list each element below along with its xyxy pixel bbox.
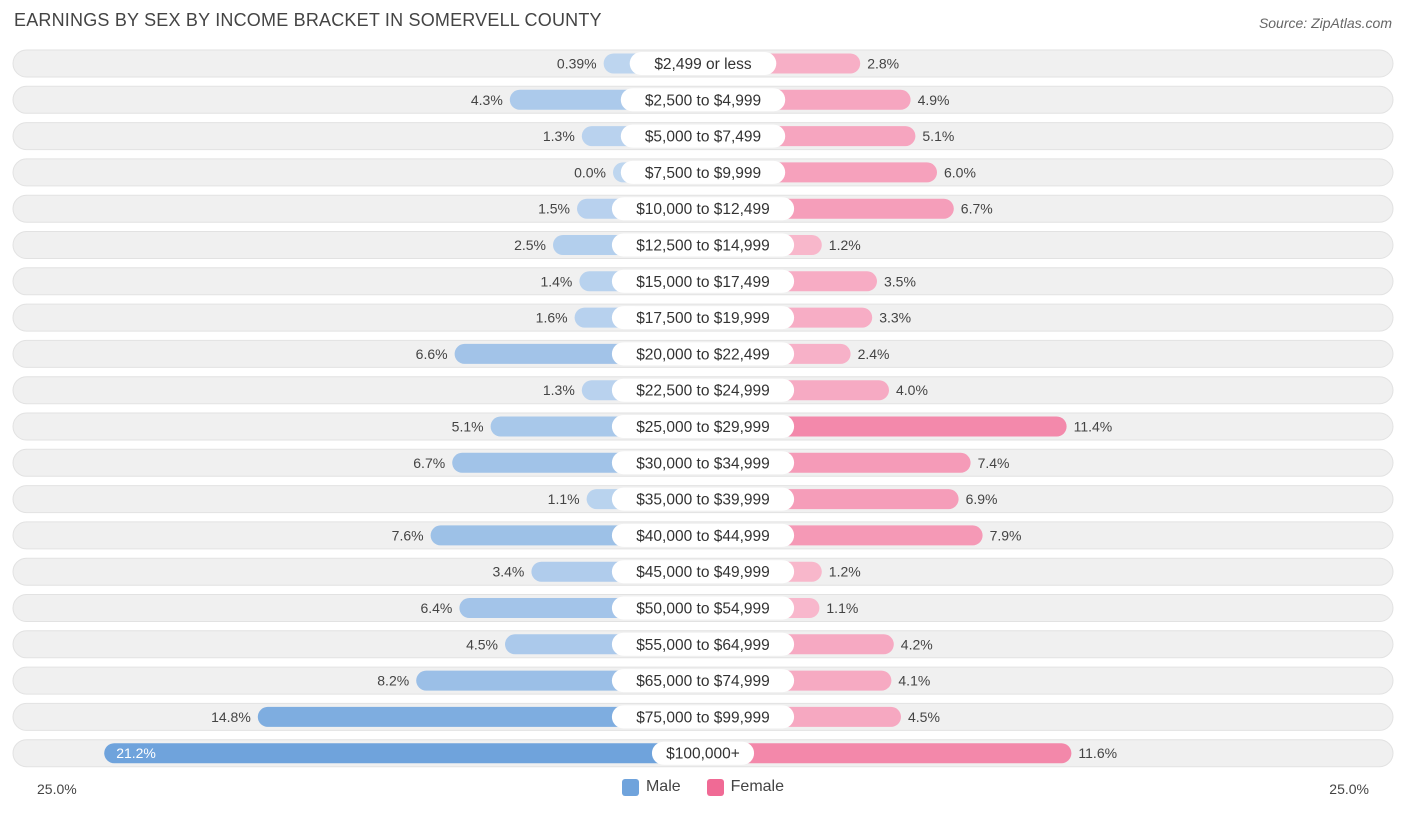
category-pill: [611, 596, 795, 620]
category-pill: [611, 342, 795, 366]
category-label: $12,500 to $14,999: [636, 238, 770, 255]
legend-swatch-male: [621, 778, 639, 796]
category-label: $5,000 to $7,499: [645, 129, 761, 146]
female-value-label: 4.9%: [918, 92, 950, 108]
female-value-label: 3.5%: [884, 273, 916, 289]
category-label: $7,500 to $9,999: [645, 165, 761, 182]
male-value-label: 3.4%: [492, 564, 524, 580]
category-label: $75,000 to $99,999: [636, 709, 770, 726]
female-value-label: 11.4%: [1074, 419, 1113, 435]
female-value-label: 6.7%: [961, 201, 993, 217]
category-label: $65,000 to $74,999: [636, 673, 770, 690]
male-value-label: 1.5%: [538, 201, 570, 217]
category-pill: [611, 197, 795, 221]
female-value-label: 3.3%: [879, 310, 911, 326]
category-label: $35,000 to $39,999: [636, 492, 770, 509]
female-value-label: 4.5%: [908, 709, 940, 725]
category-pill: [611, 306, 795, 330]
category-label: $45,000 to $49,999: [636, 564, 770, 581]
female-value-label: 1.2%: [829, 237, 861, 253]
category-pill: [611, 560, 795, 584]
male-value-label: 8.2%: [377, 673, 409, 689]
category-label: $10,000 to $12,499: [636, 201, 770, 218]
female-value-label: 7.9%: [990, 527, 1022, 543]
male-value-label: 1.3%: [543, 128, 575, 144]
legend-label-female: Female: [730, 778, 785, 795]
category-pill: [611, 669, 795, 693]
male-value-label: 7.6%: [392, 527, 424, 543]
axis-right-label: 25.0%: [1329, 781, 1369, 797]
female-value-label: 4.0%: [896, 382, 928, 398]
male-value-label: 21.2%: [116, 745, 156, 761]
legend-item-female[interactable]: Female: [706, 778, 785, 796]
category-pill: [611, 233, 795, 257]
category-label: $20,000 to $22,499: [636, 346, 770, 363]
category-pill: [620, 124, 786, 148]
bar-female: [703, 743, 1072, 764]
category-label: $15,000 to $17,499: [636, 274, 770, 291]
male-value-label: 5.1%: [452, 419, 484, 435]
female-value-label: 7.4%: [978, 455, 1010, 471]
bar-male: [257, 706, 703, 727]
category-label: $22,500 to $24,999: [636, 383, 770, 400]
female-value-label: 1.1%: [826, 600, 858, 616]
category-label: $100,000+: [666, 746, 740, 763]
female-value-label: 11.6%: [1078, 745, 1117, 761]
female-value-label: 4.1%: [898, 673, 930, 689]
male-value-label: 1.3%: [543, 382, 575, 398]
legend-item-male[interactable]: Male: [621, 778, 681, 796]
female-value-label: 1.2%: [829, 564, 861, 580]
female-value-label: 6.0%: [944, 164, 976, 180]
male-value-label: 14.8%: [211, 709, 251, 725]
category-label: $40,000 to $44,999: [636, 528, 770, 545]
bar-female: [703, 416, 1067, 437]
category-pill: [611, 705, 795, 729]
category-pill: [629, 52, 777, 75]
category-pill: [611, 487, 795, 511]
male-value-label: 0.39%: [557, 56, 597, 72]
male-value-label: 4.5%: [466, 636, 498, 652]
category-label: $2,500 to $4,999: [645, 92, 761, 109]
source-credit: Source: ZipAtlas.com: [1258, 15, 1392, 31]
male-value-label: 1.1%: [548, 491, 580, 507]
category-pill: [620, 160, 786, 184]
male-value-label: 2.5%: [514, 237, 546, 253]
male-value-label: 4.3%: [471, 92, 503, 108]
male-value-label: 1.6%: [536, 310, 568, 326]
legend-swatch-female: [706, 778, 724, 796]
category-pill: [611, 632, 795, 656]
bar-male: [104, 743, 703, 764]
chart-title: EARNINGS BY SEX BY INCOME BRACKET IN SOM…: [14, 10, 602, 30]
category-pill: [611, 415, 795, 438]
male-value-label: 1.4%: [540, 273, 572, 289]
category-pill: [651, 741, 755, 765]
axis-left-label: 25.0%: [37, 781, 77, 797]
chart-canvas: 0.39% 2.8% $2,499 or less 4.3% 4.9% $2,500 to…: [12, 49, 1394, 768]
female-value-label: 6.9%: [966, 491, 998, 507]
male-value-label: 6.7%: [413, 455, 445, 471]
female-value-label: 2.4%: [858, 346, 890, 362]
category-label: $30,000 to $34,999: [636, 455, 770, 472]
male-value-label: 6.4%: [420, 600, 452, 616]
male-value-label: 0.0%: [574, 164, 606, 180]
category-pill: [611, 523, 795, 547]
category-label: $17,500 to $19,999: [636, 310, 770, 327]
category-label: $55,000 to $64,999: [636, 637, 770, 654]
legend-label-male: Male: [645, 778, 681, 795]
female-value-label: 4.2%: [901, 636, 933, 652]
female-value-label: 5.1%: [922, 128, 954, 144]
category-label: $25,000 to $29,999: [636, 419, 770, 436]
category-label: $50,000 to $54,999: [636, 601, 770, 618]
male-value-label: 6.6%: [416, 346, 448, 362]
category-label: $2,499 or less: [654, 56, 752, 73]
category-pill: [611, 269, 795, 293]
female-value-label: 2.8%: [867, 56, 899, 72]
category-pill: [611, 378, 795, 402]
category-pill: [611, 451, 795, 475]
category-pill: [620, 88, 786, 112]
legend: Male Female: [0, 778, 1406, 796]
